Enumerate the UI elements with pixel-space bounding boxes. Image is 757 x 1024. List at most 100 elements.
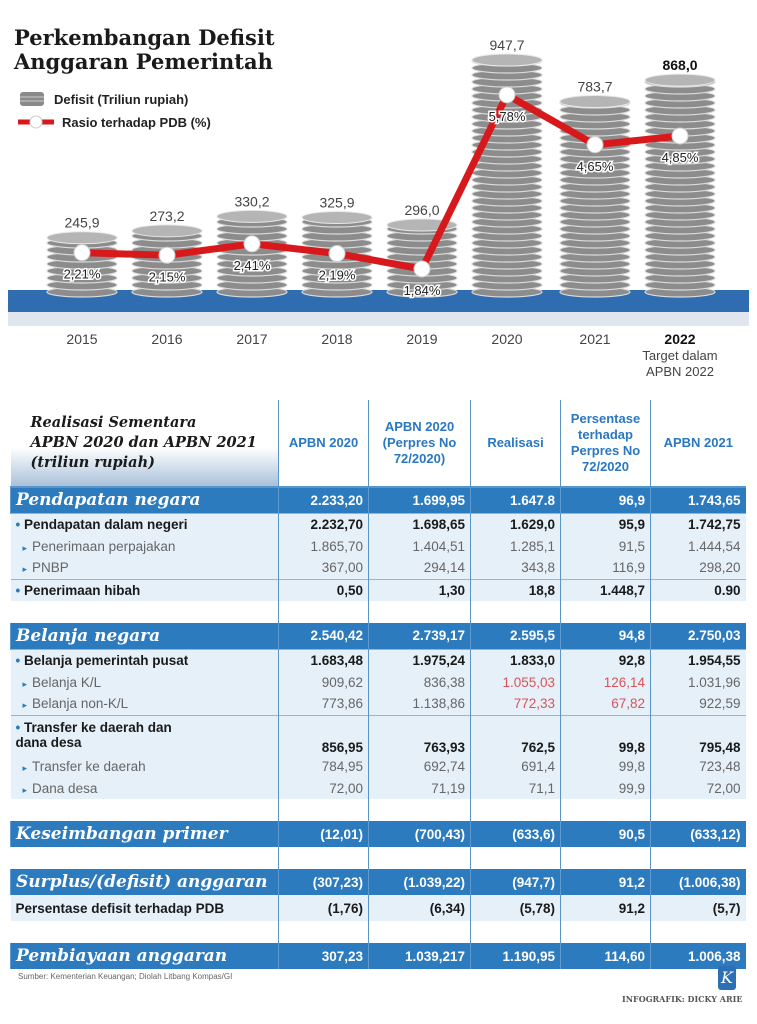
table-row [10,847,746,869]
column-header: APBN 2020 [278,400,369,488]
cell-value: 72,00 [278,777,369,799]
cell-value [560,799,651,821]
cell-value: 116,9 [560,557,651,579]
bar-value-label: 947,7 [489,37,524,53]
x-tick-note: Target dalam [642,348,717,363]
ratio-label: 2,15% [149,269,186,284]
cell-value: (1,76) [278,895,369,921]
cell-value: (1.039,22) [368,869,471,895]
row-label-text: Dana desa [32,780,98,796]
cell-value: 1.190,95 [470,943,561,969]
cell-value: 1.743,65 [650,487,746,513]
row-label: • Penerimaan hibah [10,578,279,601]
cell-value [278,799,369,821]
chevron-right-icon: ▸ [22,762,33,773]
cell-value: (6,34) [368,895,471,921]
ground-shadow [8,312,749,326]
ratio-label: 1,84% [404,283,441,298]
ratio-line [81,91,681,273]
table-row: ▸ Belanja K/L 909,62 836,38 1.055,03 126,14 1… [10,671,746,693]
bar-value-label: 783,7 [577,79,612,95]
ratio-point [73,244,91,262]
table-row: Keseimbangan primer (12,01) (700,43) (633,6… [10,821,746,847]
row-label: • Pendapatan dalam negeri [10,512,279,535]
cell-value: 784,95 [278,755,369,777]
row-label: ▸ Dana desa [10,777,279,799]
row-label [10,799,279,821]
x-tick-label: 2018 [321,331,352,347]
ratio-point [498,86,516,104]
row-label-text: Transfer ke daerah dan dana desa [15,720,172,751]
cell-value: 114,60 [560,943,651,969]
cell-value: 95,9 [560,512,651,535]
row-label: • Transfer ke daerah dan dana desa [10,714,279,755]
row-label: ▸ PNBP [10,557,279,579]
cell-value: 1.031,96 [650,671,746,693]
cell-value: 2.750,03 [650,623,746,649]
ratio-label: 4,65% [577,159,614,174]
row-label [10,601,279,623]
cell-value: 922,59 [650,693,746,715]
cell-value: 762,5 [470,714,561,755]
chevron-right-icon: ▸ [22,542,33,553]
source-note: Sumber: Kementerian Keuangan; Diolah Lit… [18,972,233,981]
line-marker-icon [18,115,54,129]
cell-value: 1.285,1 [470,535,561,557]
bullet-icon: • [15,720,24,736]
ratio-point [671,127,689,145]
cell-value: 1.954,55 [650,648,746,671]
cell-value: 0.90 [650,578,746,601]
legend-rasio: Rasio terhadap PDB (%) [18,114,211,130]
table-row: Belanja negara 2.540,42 2.739,17 2.595,5 94,… [10,623,746,649]
cell-value: 2.233,20 [278,487,369,513]
row-label: Surplus/(defisit) anggaran [10,869,279,895]
cell-value: 294,14 [368,557,471,579]
table-title-line: (triliun rupiah) [30,454,155,471]
ratio-label: 5,78% [489,109,526,124]
table-row: ▸ PNBP 367,00 294,14 343,8 116,9 298,20 [10,557,746,579]
cell-value: 772,33 [470,693,561,715]
bullet-icon: • [15,516,24,532]
ratio-label: 2,19% [319,268,356,283]
row-label: Pembiayaan anggaran [10,943,279,969]
row-label [10,847,279,869]
table-row: ▸ Transfer ke daerah 784,95 692,74 691,4 99,… [10,755,746,777]
legend-rasio-label: Rasio terhadap PDB (%) [62,114,211,130]
cell-value: 96,9 [560,487,651,513]
cell-value: 1.006,38 [650,943,746,969]
cell-value: 91,5 [560,535,651,557]
cell-value [650,847,746,869]
ratio-label: 4,85% [662,150,699,165]
table-title: Realisasi Sementara APBN 2020 dan APBN 20… [10,400,279,488]
cell-value: 856,95 [278,714,369,755]
cell-value: (1.006,38) [650,869,746,895]
ratio-label: 2,41% [234,258,271,273]
cell-value: (5,7) [650,895,746,921]
table-row: • Belanja pemerintah pusat 1.683,48 1.975,… [10,648,746,671]
cell-value: 94,8 [560,623,651,649]
bar-value-label: 325,9 [319,194,354,210]
cell-value: (633,6) [470,821,561,847]
cell-value: 99,9 [560,777,651,799]
column-header: Persentase terhadap Perpres No 72/2020 [560,400,651,488]
ratio-point [243,235,261,253]
cell-value [278,601,369,623]
cell-value: 836,38 [368,671,471,693]
bar-coin-stack-2018 [301,210,373,298]
table-row: • Penerimaan hibah 0,50 1,30 18,8 1.448,7 0.9… [10,578,746,601]
cell-value [650,921,746,943]
ratio-point [158,246,176,264]
table-row: • Pendapatan dalam negeri 2.232,70 1.698,6… [10,512,746,535]
cell-value: 1.699,95 [368,487,471,513]
cell-value: 1.039,217 [368,943,471,969]
cell-value: 91,2 [560,895,651,921]
table-row [10,921,746,943]
chevron-right-icon: ▸ [22,564,33,575]
column-header: Realisasi [470,400,561,488]
chevron-right-icon: ▸ [22,700,33,711]
x-tick-label: 2017 [236,331,267,347]
cell-value: 909,62 [278,671,369,693]
bullet-icon: • [15,652,24,668]
x-tick-label: 2021 [579,331,610,347]
x-tick-label: 2015 [66,331,97,347]
